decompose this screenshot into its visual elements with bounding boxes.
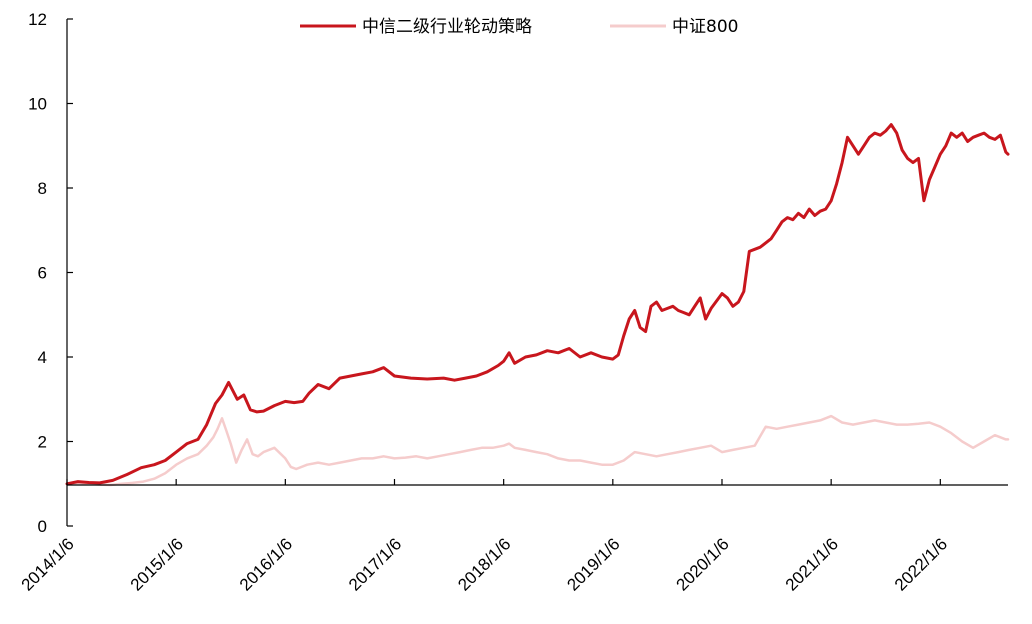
x-tick-label: 2020/1/6 — [673, 534, 733, 594]
series-line-1 — [65, 414, 1010, 487]
x-tick-label: 2022/1/6 — [891, 534, 951, 594]
x-tick-label: 2021/1/6 — [782, 534, 842, 594]
y-tick-label: 10 — [28, 95, 47, 114]
legend: 中信二级行业轮动策略 中证800 — [300, 17, 738, 37]
legend-label-0: 中信二级行业轮动策略 — [362, 17, 532, 37]
ticks-layer: 0 2 4 6 8 10 12 2014/1/6 2015/1/6 2016/1/6 2017/1/… — [18, 10, 952, 595]
y-tick-label: 0 — [38, 517, 47, 536]
y-tick-label: 4 — [38, 348, 47, 367]
y-tick-label: 12 — [28, 10, 47, 29]
y-tick-label: 2 — [38, 433, 47, 452]
axes-layer — [66, 19, 1008, 526]
x-tick-label: 2019/1/6 — [563, 534, 623, 594]
y-tick-label: 8 — [38, 179, 47, 198]
x-tick-label: 2014/1/6 — [18, 534, 78, 594]
x-tick-label: 2016/1/6 — [236, 534, 296, 594]
x-tick-label: 2017/1/6 — [345, 534, 405, 594]
x-tick-label: 2018/1/6 — [454, 534, 514, 594]
x-tick-label: 2015/1/6 — [127, 534, 187, 594]
series-layer — [65, 123, 1010, 487]
series-line-0 — [65, 123, 1010, 486]
legend-label-1: 中证800 — [672, 17, 738, 37]
y-tick-label: 6 — [38, 264, 47, 283]
